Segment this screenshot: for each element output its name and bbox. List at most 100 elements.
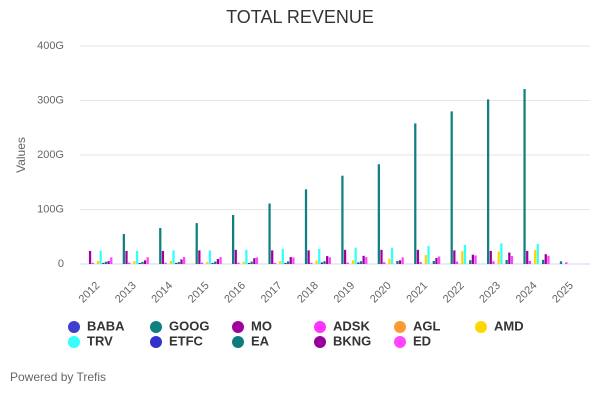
bar (211, 262, 214, 264)
legend-marker (68, 336, 80, 348)
y-tick-label: 300G (37, 94, 64, 106)
bar (461, 251, 464, 264)
bar (565, 262, 568, 264)
x-tick-label: 2017 (259, 280, 285, 306)
bar (534, 249, 537, 264)
bar (396, 261, 399, 264)
bar (107, 261, 110, 264)
bar (401, 257, 404, 264)
legend-marker (394, 321, 406, 333)
bar (96, 261, 100, 264)
bar (526, 250, 529, 264)
legend-label: TRV (87, 333, 113, 348)
legend-marker (150, 336, 162, 348)
bar (528, 261, 531, 264)
bar (125, 250, 128, 264)
legend-label: EA (251, 333, 270, 348)
bar (346, 262, 349, 264)
x-tick-label: 2024 (514, 280, 540, 306)
bar (206, 261, 209, 264)
y-tick-label: 100G (37, 203, 64, 215)
bar (135, 250, 139, 264)
legend-marker (232, 321, 244, 333)
bar (377, 164, 380, 264)
bar (279, 261, 282, 264)
bar (286, 261, 290, 264)
bar (91, 262, 94, 264)
bar (281, 248, 284, 264)
bar (172, 250, 175, 264)
bar (508, 252, 511, 264)
bar (390, 247, 394, 264)
bar (273, 262, 276, 264)
bar (292, 257, 295, 264)
bar (388, 258, 391, 264)
bar (328, 257, 331, 264)
y-axis-title: Values (14, 137, 28, 173)
legend-label: AMD (494, 318, 524, 333)
bar (437, 256, 441, 264)
legend-label: BABA (87, 318, 125, 333)
bar (455, 261, 459, 264)
bar (450, 111, 453, 265)
y-tick-label: 400G (37, 40, 64, 52)
bar (159, 228, 162, 264)
bar (237, 262, 240, 264)
bar (122, 234, 125, 264)
bar (138, 262, 141, 264)
bar (380, 249, 383, 264)
legend-label: ADSK (333, 318, 370, 333)
bar (284, 262, 287, 264)
bar (320, 262, 324, 264)
bar (432, 260, 435, 264)
credits: Powered by Trefis (10, 370, 106, 384)
bar (232, 214, 235, 264)
bar (362, 255, 365, 264)
bar (289, 257, 292, 264)
bar (304, 189, 308, 264)
bar (307, 250, 310, 264)
bar (104, 261, 108, 264)
bar (492, 261, 495, 264)
x-tick-label: 2019 (332, 280, 358, 306)
bar (365, 257, 368, 264)
bar (326, 256, 329, 264)
x-tick-label: 2021 (404, 280, 430, 306)
bar (435, 258, 438, 264)
bar (471, 254, 475, 264)
bar (359, 261, 363, 264)
bar (88, 250, 92, 264)
bar (216, 258, 220, 264)
bar (268, 203, 271, 264)
bar (383, 262, 386, 264)
x-tick-label: 2013 (113, 280, 139, 306)
legend-marker (475, 321, 487, 333)
x-tick-label: 2023 (477, 280, 503, 306)
bar (463, 244, 467, 264)
bar (318, 248, 321, 264)
bar (489, 250, 492, 264)
bar (474, 255, 477, 264)
bar (343, 249, 347, 264)
bar (255, 257, 259, 264)
bar (175, 262, 178, 264)
bar (419, 261, 422, 264)
bar (271, 250, 274, 264)
bar (253, 258, 256, 264)
legend-marker (232, 336, 244, 348)
bar (500, 243, 503, 264)
bar (195, 223, 198, 264)
legend-marker (394, 336, 406, 348)
bar (169, 261, 172, 264)
bar (247, 262, 251, 264)
bar (146, 257, 149, 264)
bar (161, 250, 165, 264)
bar (102, 262, 105, 264)
bar (505, 259, 508, 264)
bar (182, 256, 186, 264)
x-tick-label: 2025 (550, 280, 576, 306)
bar (536, 243, 539, 264)
bar (250, 261, 253, 264)
x-tick-label: 2022 (441, 280, 467, 306)
